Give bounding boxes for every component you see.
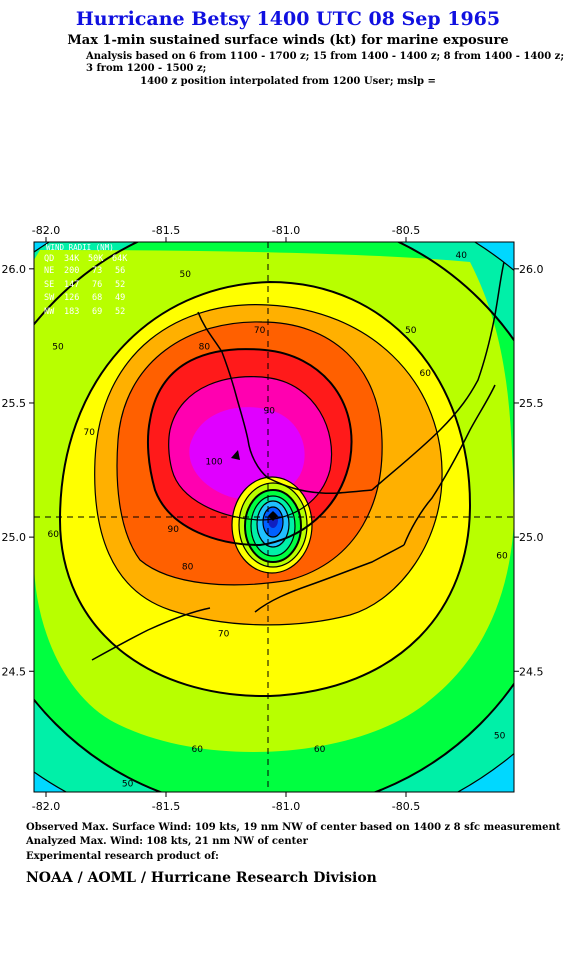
wind-field: 40 50 50 60 50 70 80 70 90 100 90 80 60 70 60 60 60 50 50 (34, 242, 514, 792)
wind-radii-nw-64k: 52 (115, 307, 125, 317)
wind-radii-col-qd: QD (44, 254, 54, 264)
wind-radii-sw-label: SW (44, 293, 55, 303)
wind-radii-sw-64k: 49 (115, 293, 125, 303)
wind-radii-sw-50k: 68 (92, 293, 102, 303)
analysis-line-1: Analysis based on 6 from 1100 - 1700 z; … (86, 51, 565, 62)
observed-max-wind: Observed Max. Surface Wind: 109 kts, 19 … (26, 822, 561, 833)
y-tick-label-right: 24.5 (519, 665, 544, 678)
x-tick-label-top: -80.5 (392, 224, 420, 237)
contour-label: 60 (191, 745, 203, 755)
wind-radii-se-50k: 76 (92, 280, 102, 290)
coastline (91, 261, 505, 661)
contour-label: 60 (419, 369, 431, 379)
wind-radii-se-34k: 147 (64, 280, 79, 290)
x-tick-label-top: -81.0 (272, 224, 300, 237)
interpolation-note: 1400 z position interpolated from 1200 U… (140, 76, 436, 87)
contour-label: 70 (218, 629, 230, 639)
contour-label: 60 (496, 552, 508, 562)
contour-label: 80 (182, 562, 194, 572)
x-tick-label-bottom: -80.5 (392, 800, 420, 813)
y-tick-label-left: 24.5 (2, 665, 27, 678)
contour-label: 50 (52, 342, 64, 352)
contour-label: 40 (455, 251, 467, 261)
contour-label: 90 (167, 525, 179, 535)
analyzed-max-wind: Analyzed Max. Wind: 108 kts, 21 nm NW of… (26, 836, 308, 847)
wind-radii-ne-34k: 200 (64, 266, 79, 276)
contour-label: 60 (314, 745, 326, 755)
y-tick-label-left: 26.0 (2, 263, 27, 276)
wind-radii-col-34k: 34K (64, 254, 80, 264)
wind-radii-nw-34k: 183 (64, 307, 79, 317)
contour-label: 70 (254, 326, 266, 336)
y-tick-label-right: 26.0 (519, 263, 544, 276)
wind-radii-sw-34k: 126 (64, 293, 79, 303)
experimental-note: Experimental research product of: (26, 851, 219, 862)
contour-label: 50 (122, 780, 134, 790)
analysis-info: Analysis based on 6 from 1100 - 1700 z; … (86, 51, 566, 75)
contour-label: 50 (405, 326, 417, 336)
contour-label: 90 (263, 407, 275, 417)
contour-labels: 40 50 50 60 50 70 80 70 90 100 90 80 60 70 60 60 60 50 50 (47, 251, 508, 790)
plot-frame (33, 241, 515, 793)
wind-radii-title: WIND RADII (NM) (46, 243, 114, 252)
contour-label: 70 (83, 428, 95, 438)
chart-title: Hurricane Betsy 1400 UTC 08 Sep 1965 (75, 8, 501, 30)
contour-label: 80 (199, 342, 211, 352)
wind-radii-ne-50k: 73 (92, 266, 102, 276)
x-tick-label-top: -81.5 (152, 224, 180, 237)
axes: -82.0 -82.0 -81.5 -81.5 -81.0 -81.0 -80.5 -80.5… (2, 224, 544, 813)
wind-radii-table: WIND RADII (NM) QD 34K 50K 64K NE 200 73… (44, 243, 128, 317)
wind-radii-se-label: SE (44, 280, 54, 290)
chart-subtitle: Max 1-min sustained surface winds (kt) f… (67, 33, 509, 48)
wind-radii-col-50k: 50K (88, 254, 104, 264)
contour-lines (34, 242, 514, 792)
wind-radii-ne-label: NE (44, 266, 54, 276)
y-tick-label-right: 25.0 (519, 531, 544, 544)
organization-credit: NOAA / AOML / Hurricane Research Divisio… (26, 870, 377, 886)
y-tick-label-right: 25.5 (519, 397, 544, 410)
contour-label: 100 (205, 458, 222, 468)
y-tick-label-left: 25.0 (2, 531, 27, 544)
analysis-line-2: 3 from 1200 - 1500 z; (86, 63, 207, 74)
contour-label: 50 (179, 270, 191, 280)
center-marker (268, 511, 278, 521)
x-tick-label-bottom: -81.5 (152, 800, 180, 813)
y-tick-label-left: 25.5 (2, 397, 27, 410)
marker-observed-max (231, 450, 240, 460)
wind-radii-col-64k: 64K (112, 254, 128, 264)
wind-radii-ne-64k: 56 (115, 266, 125, 276)
wind-radii-nw-50k: 69 (92, 307, 102, 317)
contour-label: 50 (494, 731, 506, 741)
x-tick-label-top: -82.0 (32, 224, 60, 237)
x-tick-label-bottom: -81.0 (272, 800, 300, 813)
x-tick-label-bottom: -82.0 (32, 800, 60, 813)
contour-label: 60 (47, 530, 59, 540)
wind-radii-nw-label: NW (44, 307, 55, 317)
wind-radii-se-64k: 52 (115, 280, 125, 290)
